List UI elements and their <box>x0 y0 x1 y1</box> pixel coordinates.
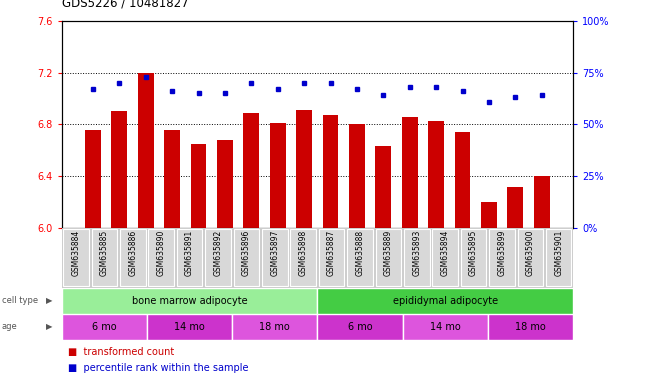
Bar <box>376 146 391 228</box>
Bar <box>323 115 339 228</box>
Text: GSM635885: GSM635885 <box>100 230 109 276</box>
Text: ■  transformed count: ■ transformed count <box>68 347 174 357</box>
Bar <box>63 229 89 286</box>
Bar <box>428 121 444 228</box>
Text: GSM635890: GSM635890 <box>157 230 166 276</box>
Text: 6 mo: 6 mo <box>348 322 372 332</box>
Text: GSM635892: GSM635892 <box>214 230 223 276</box>
Text: GSM635884: GSM635884 <box>72 230 81 276</box>
Text: GSM635891: GSM635891 <box>185 230 194 276</box>
Bar <box>546 229 572 286</box>
Bar <box>62 288 317 314</box>
Bar <box>518 229 543 286</box>
Bar <box>243 113 259 228</box>
Text: GDS5226 / 10481827: GDS5226 / 10481827 <box>62 0 189 9</box>
Text: age: age <box>2 322 18 331</box>
Bar <box>402 314 488 340</box>
Bar <box>461 229 486 286</box>
Bar <box>262 229 288 286</box>
Bar <box>454 132 471 228</box>
Text: GSM635901: GSM635901 <box>554 230 563 276</box>
Text: GSM635888: GSM635888 <box>355 230 365 276</box>
Text: ▶: ▶ <box>46 296 52 305</box>
Bar <box>217 140 233 228</box>
Bar <box>507 187 523 228</box>
Text: GSM635898: GSM635898 <box>299 230 308 276</box>
Bar <box>62 314 147 340</box>
Bar <box>489 229 515 286</box>
Text: cell type: cell type <box>2 296 38 305</box>
Text: ■  percentile rank within the sample: ■ percentile rank within the sample <box>68 363 249 373</box>
Text: 18 mo: 18 mo <box>259 322 290 332</box>
Text: GSM635897: GSM635897 <box>270 230 279 276</box>
Bar <box>290 229 316 286</box>
Bar <box>296 110 312 228</box>
Text: GSM635899: GSM635899 <box>497 230 506 276</box>
Bar <box>191 144 206 228</box>
Bar <box>177 229 202 286</box>
Text: GSM635893: GSM635893 <box>412 230 421 276</box>
Bar <box>349 124 365 228</box>
Text: ▶: ▶ <box>46 322 52 331</box>
Bar <box>317 288 573 314</box>
Bar <box>404 229 430 286</box>
Bar <box>85 130 101 228</box>
Bar <box>534 176 549 228</box>
Bar <box>481 202 497 228</box>
Text: GSM635900: GSM635900 <box>526 230 534 276</box>
Bar <box>138 73 154 228</box>
Bar <box>488 314 573 340</box>
Text: GSM635887: GSM635887 <box>327 230 336 276</box>
Text: 14 mo: 14 mo <box>174 322 205 332</box>
Text: bone marrow adipocyte: bone marrow adipocyte <box>132 296 247 306</box>
Text: 14 mo: 14 mo <box>430 322 460 332</box>
Text: GSM635889: GSM635889 <box>384 230 393 276</box>
Bar <box>164 130 180 228</box>
Bar <box>376 229 401 286</box>
Text: 6 mo: 6 mo <box>92 322 117 332</box>
Bar <box>432 229 458 286</box>
Text: epididymal adipocyte: epididymal adipocyte <box>393 296 497 306</box>
Text: 18 mo: 18 mo <box>515 322 546 332</box>
Text: GSM635894: GSM635894 <box>441 230 450 276</box>
Bar <box>319 229 344 286</box>
Bar <box>317 314 402 340</box>
Text: GSM635896: GSM635896 <box>242 230 251 276</box>
Bar <box>232 314 317 340</box>
Bar <box>120 229 146 286</box>
Bar <box>234 229 259 286</box>
Bar <box>92 229 117 286</box>
Bar <box>111 111 128 228</box>
Bar <box>347 229 373 286</box>
Text: GSM635895: GSM635895 <box>469 230 478 276</box>
Bar <box>270 123 286 228</box>
Bar <box>148 229 174 286</box>
Bar <box>205 229 230 286</box>
Bar <box>147 314 232 340</box>
Text: GSM635886: GSM635886 <box>128 230 137 276</box>
Bar <box>402 117 418 228</box>
